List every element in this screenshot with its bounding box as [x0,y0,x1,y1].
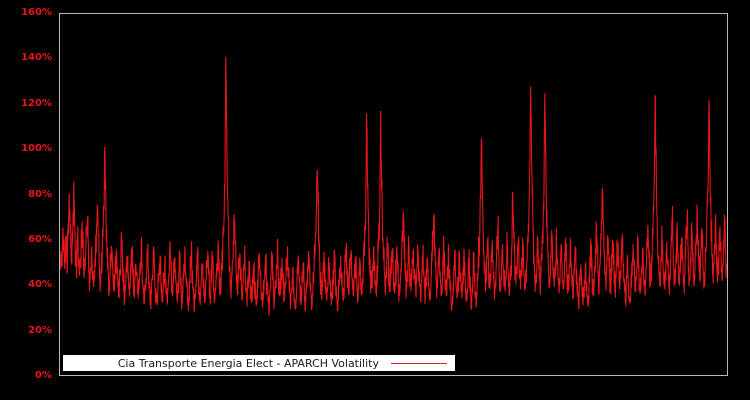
legend-label: Cia Transporte Energia Elect - APARCH Vo… [117,356,379,370]
legend-line-swatch [391,362,447,364]
y-tick-label-100: 100% [21,143,52,155]
y-tick-label-0: 0% [35,370,52,381]
legend: Cia Transporte Energia Elect - APARCH Vo… [63,355,455,371]
y-tick-label-120: 120% [21,97,52,109]
y-tick-label-160: 160% [21,7,52,18]
y-tick-label-20: 20% [28,324,52,336]
y-tick-label-80: 80% [28,188,52,200]
y-tick-label-140: 140% [21,52,52,64]
y-tick-label-60: 60% [28,233,52,245]
y-tick-label-40: 40% [28,279,52,291]
plot-area [59,13,728,376]
volatility-series-line [60,56,727,316]
